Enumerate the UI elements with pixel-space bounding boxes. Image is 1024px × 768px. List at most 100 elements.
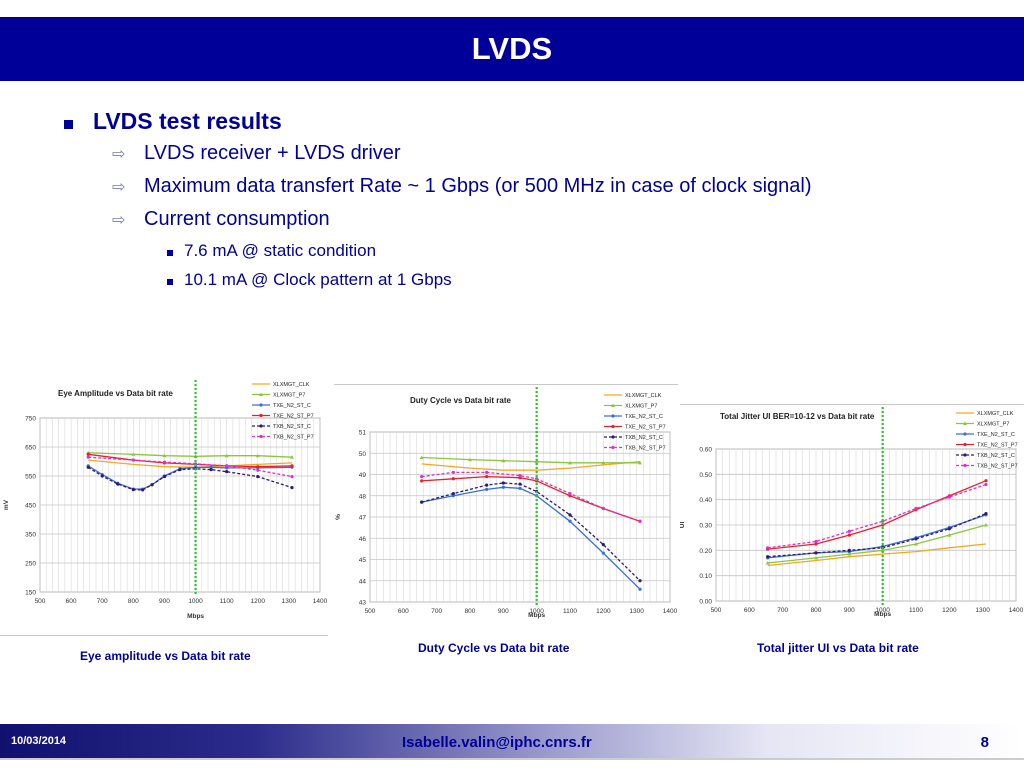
y-axis-label: % [335, 514, 342, 520]
data-point [914, 506, 918, 511]
legend-label: TXE_N2_ST_C [273, 403, 311, 409]
x-tick-label: 1400 [1009, 607, 1024, 614]
data-point [568, 460, 572, 465]
data-point [914, 542, 918, 546]
data-point [568, 513, 572, 517]
data-point [501, 481, 505, 485]
x-tick-label: 1000 [529, 608, 544, 615]
data-point [601, 543, 605, 547]
y-tick-label: 550 [25, 474, 36, 481]
x-tick-label: 800 [811, 607, 822, 614]
bullet-level-2: ⇨ Maximum data transfert Rate ~ 1 Gbps (… [62, 175, 812, 208]
legend-marker [259, 392, 263, 396]
caption-duty-cycle: Duty Cycle vs Data bit rate [418, 641, 570, 655]
x-axis-label: Mbps [187, 613, 204, 620]
y-tick-label: 45 [359, 557, 367, 564]
slide-title: LVDS [471, 31, 553, 66]
data-point [209, 468, 213, 472]
hollow-arrow-icon: ⇨ [112, 212, 126, 229]
title-bar: LVDS [0, 17, 1024, 81]
legend-label: XLXMGT_P7 [625, 404, 657, 410]
bullet-level-3: 10.1 mA @ Clock pattern at 1 Gbps [62, 270, 812, 299]
eye-amplitude-chart: 500 600 700 800 900 1000 1100 1200 1300 1400 150 25… [0, 378, 328, 636]
data-point [534, 459, 539, 464]
data-point [501, 458, 506, 463]
duty-cycle-chart: 500 600 700 800 900 1000 1100 1200 1300 1400 43 44 4… [334, 384, 678, 636]
data-point [766, 555, 770, 559]
data-point [568, 519, 572, 523]
data-point [880, 548, 885, 552]
y-tick-label: 450 [25, 503, 36, 510]
square-bullet-icon [64, 120, 73, 129]
data-point [451, 470, 455, 474]
y-tick-label: 0.20 [699, 548, 712, 555]
data-point [638, 460, 642, 465]
data-point [847, 548, 851, 552]
y-tick-label: 0.30 [699, 523, 712, 530]
caption-eye-amplitude: Eye amplitude vs Data bit rate [80, 649, 251, 663]
data-point [638, 519, 642, 523]
data-point [501, 485, 505, 489]
x-tick-label: 900 [159, 598, 170, 605]
x-tick-label: 800 [465, 608, 476, 615]
series-line [767, 543, 987, 567]
data-point [178, 468, 182, 472]
data-point [847, 533, 851, 537]
y-tick-label: 47 [359, 515, 367, 522]
legend-marker [611, 435, 615, 439]
hollow-arrow-icon: ⇨ [112, 179, 126, 196]
bullet-text: 7.6 mA @ static condition [184, 241, 377, 260]
series-line [421, 471, 641, 522]
data-point [601, 551, 605, 555]
y-tick-label: 44 [359, 578, 367, 585]
data-point [116, 482, 120, 486]
hollow-arrow-icon: ⇨ [112, 146, 126, 163]
data-point [984, 479, 988, 483]
total-jitter-chart-svg: 500 600 700 800 900 1000 1100 1200 1300 1400 0.00 0… [680, 407, 1024, 618]
x-axis-label: Mbps [528, 612, 545, 619]
data-point [256, 468, 260, 472]
legend-label: TXB_N2_ST_P7 [977, 464, 1018, 470]
y-tick-label: 250 [25, 561, 36, 568]
x-tick-label: 600 [66, 598, 77, 605]
data-point [518, 473, 522, 478]
legend-marker [259, 413, 263, 418]
legend-label: XLXMGT_CLK [977, 411, 1014, 417]
data-point [518, 486, 522, 490]
data-point [518, 482, 522, 486]
x-tick-label: 500 [35, 598, 46, 605]
data-point [256, 465, 260, 469]
data-point [601, 506, 605, 511]
legend-marker [611, 403, 615, 407]
data-point [485, 483, 489, 487]
data-point [984, 512, 988, 516]
legend-marker [259, 424, 263, 428]
bullet-text: Current consumption [144, 208, 330, 230]
data-point [86, 455, 90, 459]
x-tick-label: 1300 [975, 607, 990, 614]
legend-label: XLXMGT_CLK [273, 382, 310, 388]
bullet-text: 10.1 mA @ Clock pattern at 1 Gbps [184, 270, 452, 289]
data-point [290, 464, 294, 468]
bullet-level-3: 7.6 mA @ static condition [62, 241, 812, 270]
data-point [141, 488, 145, 492]
y-tick-label: 750 [25, 416, 36, 423]
footer-email: Isabelle.valin@iphc.cnrs.fr [402, 734, 592, 751]
data-point [290, 455, 294, 459]
y-tick-label: 150 [25, 590, 36, 597]
x-tick-label: 1100 [563, 608, 577, 615]
bullet-level-2: ⇨ LVDS receiver + LVDS driver [62, 142, 812, 175]
legend-label: TXB_N2_ST_C [977, 453, 1015, 459]
data-point [451, 477, 455, 481]
x-tick-label: 500 [711, 607, 722, 614]
square-bullet-icon [167, 250, 173, 256]
data-point [86, 465, 90, 469]
legend-label: TXB_N2_ST_P7 [625, 446, 666, 452]
footer-date: 10/03/2014 [11, 735, 67, 747]
bullet-level-1: LVDS test results [62, 108, 812, 142]
data-point [947, 527, 951, 531]
data-point [162, 453, 167, 458]
data-point [814, 555, 818, 560]
data-point [485, 487, 489, 491]
data-point [814, 539, 818, 544]
